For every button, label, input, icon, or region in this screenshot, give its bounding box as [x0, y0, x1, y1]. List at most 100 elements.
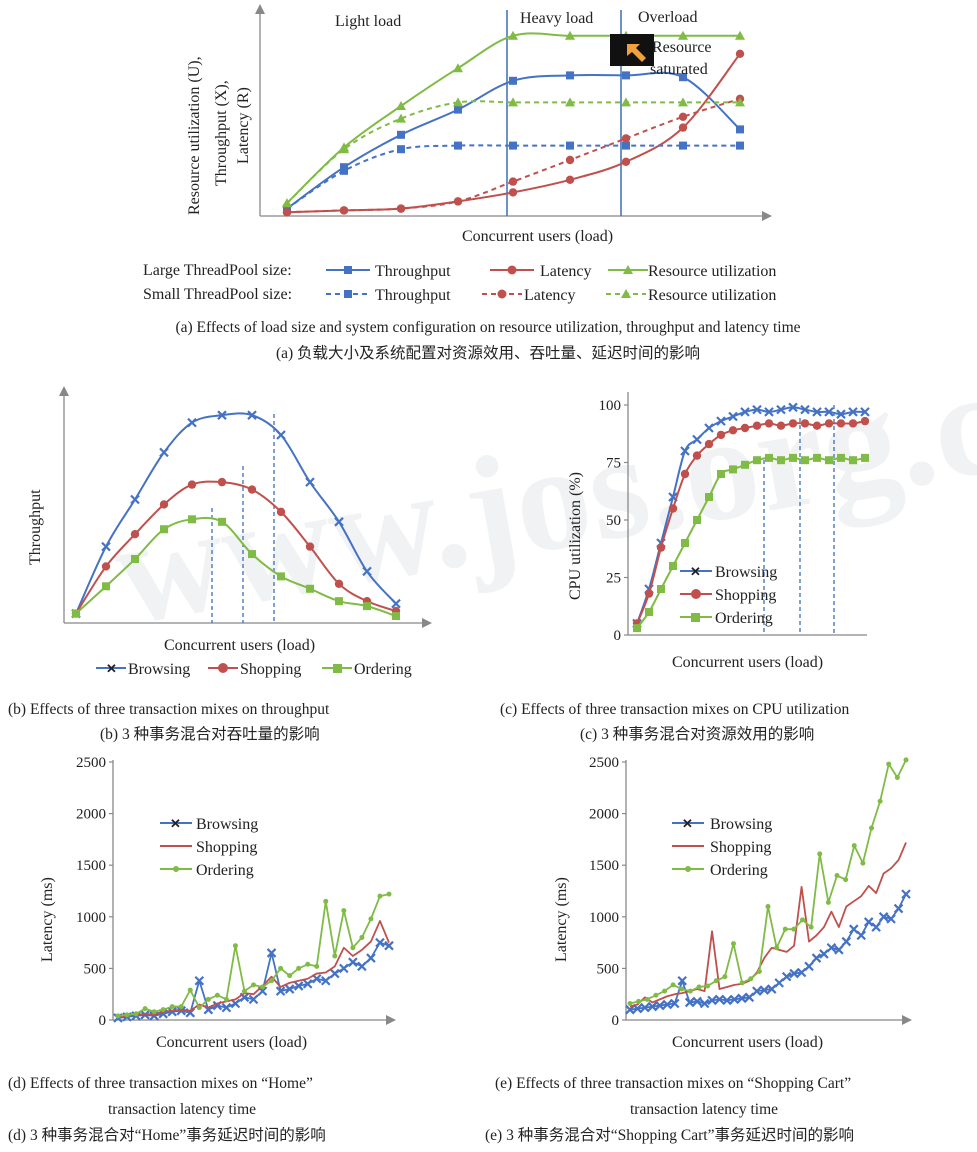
panel-e-caption-zh: (e) 3 种事务混合对“Shopping Cart”事务延迟时间的影响	[485, 1126, 854, 1144]
panel-a-small-throughput-line	[286, 144, 740, 210]
panel-c-shopping-point	[764, 419, 774, 428]
panel-b-browsing-point	[334, 517, 344, 527]
panel-c-ordering-point	[693, 516, 701, 524]
panel-e-browsing-point	[789, 968, 799, 979]
panel-c-browsing-point	[848, 407, 858, 417]
panel-c-shopping-point	[824, 419, 834, 428]
panel-a-small-resource-utilization-point	[621, 97, 631, 107]
panel-b-caption-zh: (b) 3 种事务混合对吞吐量的影响	[100, 725, 320, 743]
panel-a-large-latency-point	[565, 175, 575, 184]
panel-d-ordering-point	[223, 996, 229, 1002]
panel-a-small-latency-line	[286, 97, 741, 214]
panel-b-legend-ordering-marker	[333, 664, 342, 673]
panel-d-ordering-point	[241, 988, 247, 994]
panel-e-tick-label: 2000	[589, 807, 619, 823]
legend-large-resource-marker	[623, 265, 633, 274]
panel-e-ylabel: Latency (ms)	[553, 877, 570, 962]
panel-e-ordering-point	[722, 974, 728, 980]
panel-c-ordering-point	[741, 460, 749, 469]
panel-d-ordering-point	[323, 898, 329, 904]
panel-a-small-resource-utilization-point	[678, 97, 688, 107]
panel-d-tick-label: 0	[99, 1013, 107, 1029]
panel-e-ordering-point	[774, 945, 780, 951]
panel-c-shopping-point	[680, 469, 690, 479]
panel-c-shopping-point	[704, 439, 714, 449]
panel-e-browsing-point	[625, 1004, 635, 1015]
panel-c-shopping-point	[668, 504, 678, 513]
panel-d-ordering-point	[133, 1011, 139, 1017]
panel-a-large-latency-point	[621, 157, 631, 166]
panel-d-shopping-line	[117, 920, 390, 1018]
panel-a-small-throughput-point	[454, 141, 462, 150]
panel-b-shopping-point	[101, 562, 111, 571]
panel-d-tick-label: 2000	[76, 807, 106, 823]
panel-a-series	[282, 30, 745, 217]
panel-c-shopping-point	[812, 421, 822, 430]
panel-e-ordering-point	[739, 980, 745, 986]
panel-d-ordering-point	[359, 934, 365, 940]
panel-c-ordering-point	[705, 493, 713, 501]
panel-d-browsing-point	[357, 961, 367, 972]
panel-c-browsing-point	[704, 423, 714, 433]
panel-c-ordering-point	[645, 608, 653, 616]
panel-c-y-ticks: 0 25 50 75 100	[599, 398, 628, 644]
panel-a-small-resource-utilization-point	[508, 97, 518, 107]
panel-c-ordering-point	[753, 456, 761, 465]
panel-b-legend-shopping-marker	[218, 663, 228, 673]
panel-e-ordering-point	[860, 860, 866, 866]
panel-c-tick-label: 75	[606, 456, 621, 472]
legend-large-throughput: Throughput	[375, 263, 451, 280]
panel-d-ordering-point	[251, 982, 256, 988]
panel-e-browsing-point	[834, 945, 844, 955]
panel-b-caption-en: (b) Effects of three transaction mixes o…	[8, 701, 330, 718]
panel-c-ordering-point	[657, 585, 665, 593]
panel-d-ordering-point	[332, 953, 338, 959]
panel-e-ordering-point	[713, 978, 719, 984]
panel-d-browsing-point	[194, 976, 205, 986]
panel-a-y-arrow	[255, 4, 265, 14]
panel-c-ordering-point	[849, 456, 857, 465]
panel-a-small-latency-point	[678, 112, 688, 122]
panel-a-small-throughput-point	[566, 141, 574, 150]
panel-e-ordering-point	[843, 877, 849, 883]
cross-marker-icon: ✕	[106, 661, 117, 676]
panel-a-small-latency-point	[621, 134, 631, 143]
panel-e-ordering-point	[670, 982, 676, 988]
panel-c-shopping-point	[848, 419, 858, 428]
panel-d-ordering-point	[151, 1009, 157, 1015]
panel-c-shopping-point	[692, 451, 702, 460]
panel-e-ordering-point	[662, 988, 667, 994]
panel-d-ordering-point	[260, 984, 266, 990]
panel-c-tick-label: 100	[599, 398, 622, 414]
panel-c-caption-zh: (c) 3 种事务混合对资源效用的影响	[580, 725, 814, 743]
panel-a-large-resource-utilization-point	[735, 30, 745, 40]
watermark: www.jos.org.cn	[103, 323, 977, 656]
panel-d-caption-en-1: (d) Effects of three transaction mixes o…	[8, 1075, 313, 1092]
legend-small-latency-marker	[497, 289, 507, 299]
panel-e-browsing-point	[707, 995, 717, 1006]
panel-e-ordering-point	[869, 825, 874, 831]
watermark-text: www.jos.org.cn	[103, 323, 977, 656]
panel-c-shopping-point	[776, 421, 786, 430]
panel-e-browsing-point	[655, 1000, 665, 1011]
panel-a-small-latency-point	[339, 206, 349, 215]
panel-c-browsing-point	[836, 409, 846, 419]
panel-d-ordering-point	[350, 945, 356, 951]
panel-a-small-resource-utilization-point	[282, 198, 292, 208]
panel-d-ordering-point	[115, 1013, 121, 1019]
panel-c-browsing-point	[692, 434, 702, 445]
panel-e-tick-label: 0	[612, 1013, 620, 1029]
panel-d-ordering-point	[142, 1006, 148, 1012]
panel-e-ordering-point	[765, 903, 771, 909]
panel-e: 0 500 1000 1500 2000 2500 ✕ Browsing Shopping…	[485, 755, 912, 1144]
legend-large-latency: Latency	[540, 263, 592, 280]
panel-b-ordering-point	[277, 572, 285, 581]
panel-d-ordering-point	[178, 1004, 184, 1010]
panel-c-series	[632, 402, 870, 633]
legend-small-resource: Resource utilization	[648, 287, 776, 304]
panel-e-browsing-point	[722, 995, 732, 1006]
panel-e-ordering-point	[687, 988, 693, 994]
legend-small-latency: Latency	[524, 287, 576, 304]
panel-c-ordering-point	[633, 624, 641, 633]
